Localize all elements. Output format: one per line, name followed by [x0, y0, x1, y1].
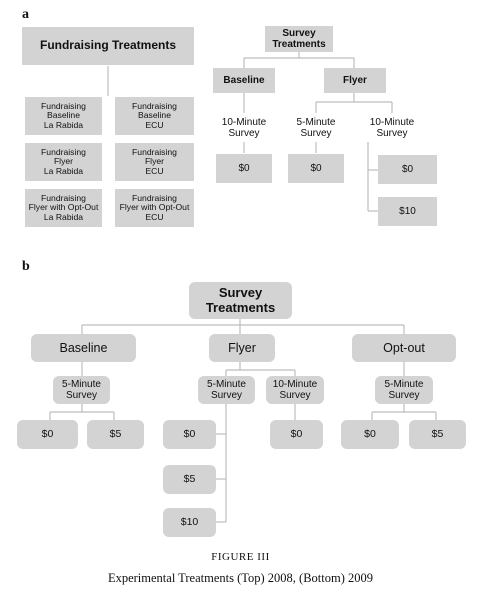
figure-number: FIGURE III [211, 551, 270, 563]
a-baseline-payment-0: $0 [216, 154, 272, 183]
b-flyer-node: Flyer [209, 334, 275, 362]
figure-caption: Experimental Treatments (Top) 2008, (Bot… [107, 571, 374, 585]
fundraising-flyer-optout-la-rabida: Fundraising Flyer with Opt-Out La Rabida [25, 189, 102, 227]
fundraising-treatments-header: Fundraising Treatments [22, 27, 194, 65]
b-flyer-5min-survey: 5-Minute Survey [198, 376, 255, 404]
fundraising-baseline-ecu: Fundraising Baseline ECU [115, 97, 194, 135]
fundraising-flyer-ecu: Fundraising Flyer ECU [115, 143, 194, 181]
b-flyer5-payment-5: $5 [163, 465, 216, 494]
b-flyer5-payment-10: $10 [163, 508, 216, 537]
a-baseline-10min-survey: 10-Minute Survey [221, 116, 267, 139]
panel-label-a: a [22, 7, 29, 22]
fundraising-flyer-optout-ecu: Fundraising Flyer with Opt-Out ECU [115, 189, 194, 227]
a-baseline-node: Baseline [213, 68, 275, 93]
b-flyer10-payment-0: $0 [270, 420, 323, 449]
b-survey-treatments-root: Survey Treatments [189, 282, 292, 319]
a-survey-treatments-root: Survey Treatments [265, 26, 333, 52]
fundraising-flyer-la-rabida: Fundraising Flyer La Rabida [25, 143, 102, 181]
b-optout-payment-0: $0 [341, 420, 399, 449]
a-flyer10-payment-10: $10 [378, 197, 437, 226]
b-optout-payment-5: $5 [409, 420, 466, 449]
a-flyer5-payment-0: $0 [288, 154, 344, 183]
b-flyer5-payment-0: $0 [163, 420, 216, 449]
b-flyer-10min-survey: 10-Minute Survey [266, 376, 324, 404]
b-baseline-node: Baseline [31, 334, 136, 362]
b-baseline-payment-5: $5 [87, 420, 144, 449]
a-flyer10-payment-0: $0 [378, 155, 437, 184]
b-optout-5min-survey: 5-Minute Survey [375, 376, 433, 404]
a-flyer-10min-survey: 10-Minute Survey [369, 116, 415, 139]
fundraising-baseline-la-rabida: Fundraising Baseline La Rabida [25, 97, 102, 135]
b-baseline-5min-survey: 5-Minute Survey [53, 376, 110, 404]
b-optout-node: Opt-out [352, 334, 456, 362]
b-baseline-payment-0: $0 [17, 420, 78, 449]
a-flyer-5min-survey: 5-Minute Survey [296, 116, 336, 139]
a-flyer-node: Flyer [324, 68, 386, 93]
panel-label-b: b [22, 259, 30, 274]
